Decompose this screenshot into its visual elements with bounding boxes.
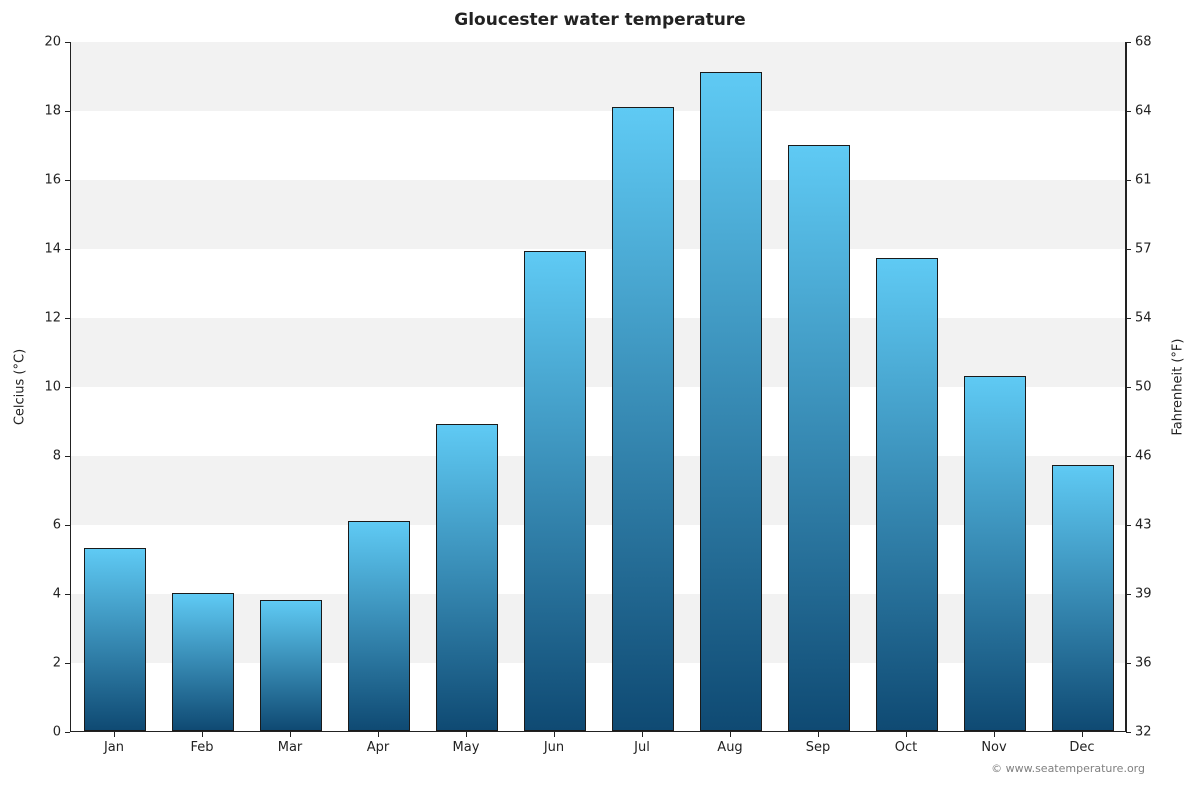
ytick-mark-right (1126, 525, 1131, 526)
ytick-left: 8 (53, 449, 61, 464)
ytick-mark-right (1126, 456, 1131, 457)
ytick-left: 14 (44, 242, 61, 257)
xtick-mark (114, 732, 115, 737)
bar (612, 107, 674, 731)
xtick-mark (290, 732, 291, 737)
xtick-mark (642, 732, 643, 737)
ytick-mark-left (65, 663, 70, 664)
bar (700, 72, 762, 731)
ytick-mark-left (65, 249, 70, 250)
xtick-mark (378, 732, 379, 737)
ytick-mark-right (1126, 42, 1131, 43)
ytick-right: 46 (1135, 449, 1152, 464)
ytick-right: 57 (1135, 242, 1152, 257)
ytick-mark-left (65, 111, 70, 112)
bar (172, 593, 234, 731)
ytick-left: 4 (53, 587, 61, 602)
ytick-left: 16 (44, 173, 61, 188)
xtick-mark (994, 732, 995, 737)
bar (348, 521, 410, 731)
bar (1052, 465, 1114, 731)
plot-area (70, 42, 1126, 732)
ytick-left: 18 (44, 104, 61, 119)
ytick-mark-right (1126, 594, 1131, 595)
ytick-mark-left (65, 318, 70, 319)
gridband (71, 42, 1126, 111)
attribution-text: © www.seatemperature.org (991, 762, 1145, 775)
ytick-left: 2 (53, 656, 61, 671)
bar (84, 548, 146, 731)
ytick-mark-left (65, 456, 70, 457)
xtick-label: Aug (717, 740, 742, 755)
ytick-mark-left (65, 387, 70, 388)
ytick-mark-right (1126, 111, 1131, 112)
ytick-mark-right (1126, 663, 1131, 664)
xtick-label: Dec (1069, 740, 1094, 755)
ytick-mark-left (65, 525, 70, 526)
xtick-mark (466, 732, 467, 737)
ytick-right: 43 (1135, 518, 1152, 533)
y-axis-left-label: Celcius (°C) (13, 349, 28, 425)
xtick-label: Feb (190, 740, 213, 755)
bar (964, 376, 1026, 731)
xtick-mark (906, 732, 907, 737)
ytick-mark-left (65, 594, 70, 595)
xtick-label: Jun (544, 740, 564, 755)
ytick-left: 6 (53, 518, 61, 533)
xtick-label: Apr (367, 740, 390, 755)
ytick-right: 50 (1135, 380, 1152, 395)
ytick-left: 10 (44, 380, 61, 395)
ytick-mark-left (65, 732, 70, 733)
bar (524, 251, 586, 731)
ytick-right: 54 (1135, 311, 1152, 326)
xtick-label: Jan (104, 740, 124, 755)
ytick-left: 20 (44, 35, 61, 50)
ytick-right: 68 (1135, 35, 1152, 50)
ytick-right: 32 (1135, 725, 1152, 740)
ytick-mark-right (1126, 180, 1131, 181)
ytick-mark-left (65, 42, 70, 43)
ytick-mark-left (65, 180, 70, 181)
y-axis-right-label: Fahrenheit (°F) (1171, 339, 1186, 436)
xtick-mark (1082, 732, 1083, 737)
ytick-right: 39 (1135, 587, 1152, 602)
xtick-label: Jul (634, 740, 650, 755)
bar (436, 424, 498, 731)
xtick-label: Oct (895, 740, 917, 755)
ytick-right: 61 (1135, 173, 1152, 188)
xtick-label: Sep (806, 740, 831, 755)
chart-title: Gloucester water temperature (0, 10, 1200, 30)
ytick-mark-right (1126, 732, 1131, 733)
bar (788, 145, 850, 732)
ytick-left: 12 (44, 311, 61, 326)
bar (876, 258, 938, 731)
ytick-right: 36 (1135, 656, 1152, 671)
xtick-label: Nov (981, 740, 1006, 755)
bar (260, 600, 322, 731)
ytick-mark-right (1126, 387, 1131, 388)
xtick-mark (554, 732, 555, 737)
xtick-label: May (453, 740, 480, 755)
gridband (71, 180, 1126, 249)
xtick-mark (202, 732, 203, 737)
xtick-label: Mar (278, 740, 303, 755)
ytick-right: 64 (1135, 104, 1152, 119)
ytick-left: 0 (53, 725, 61, 740)
right-axis-line (1125, 42, 1127, 732)
ytick-mark-right (1126, 249, 1131, 250)
ytick-mark-right (1126, 318, 1131, 319)
xtick-mark (818, 732, 819, 737)
xtick-mark (730, 732, 731, 737)
